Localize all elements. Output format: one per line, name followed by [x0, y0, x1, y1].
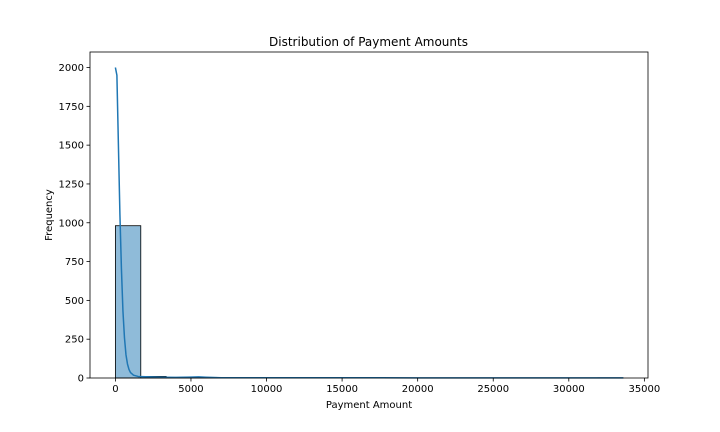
- x-axis-label: Payment Amount: [326, 400, 412, 411]
- y-axis: 0 250 500 750 1000 1250 1500 1750 2000: [59, 63, 90, 385]
- x-tick-label-1: 5000: [178, 384, 203, 395]
- x-axis: 0 5000 10000 15000 20000 25000 30000 35000: [112, 378, 660, 395]
- x-tick-label-5: 25000: [477, 384, 509, 395]
- axes-frame: [89, 51, 649, 379]
- x-tick-label-4: 20000: [402, 384, 434, 395]
- y-axis-label: Frequency: [44, 189, 55, 241]
- y-tick-label-3: 750: [65, 257, 84, 268]
- chart-title: Distribution of Payment Amounts: [269, 35, 468, 49]
- y-tick-label-4: 1000: [59, 218, 84, 229]
- y-tick-label-0: 0: [78, 374, 84, 385]
- y-tick-label-8: 2000: [59, 63, 84, 74]
- x-tick-label-0: 0: [112, 384, 118, 395]
- x-tick-label-3: 15000: [326, 384, 358, 395]
- y-tick-label-2: 500: [65, 296, 84, 307]
- x-tick-label-6: 30000: [553, 384, 585, 395]
- x-tick-label-2: 10000: [251, 384, 283, 395]
- y-tick-label-5: 1250: [59, 179, 84, 190]
- y-tick-label-6: 1500: [59, 141, 84, 152]
- y-tick-label-1: 250: [65, 335, 84, 346]
- x-tick-label-7: 35000: [628, 384, 660, 395]
- histogram-bar-0: [114, 225, 142, 379]
- y-tick-label-7: 1750: [59, 102, 84, 113]
